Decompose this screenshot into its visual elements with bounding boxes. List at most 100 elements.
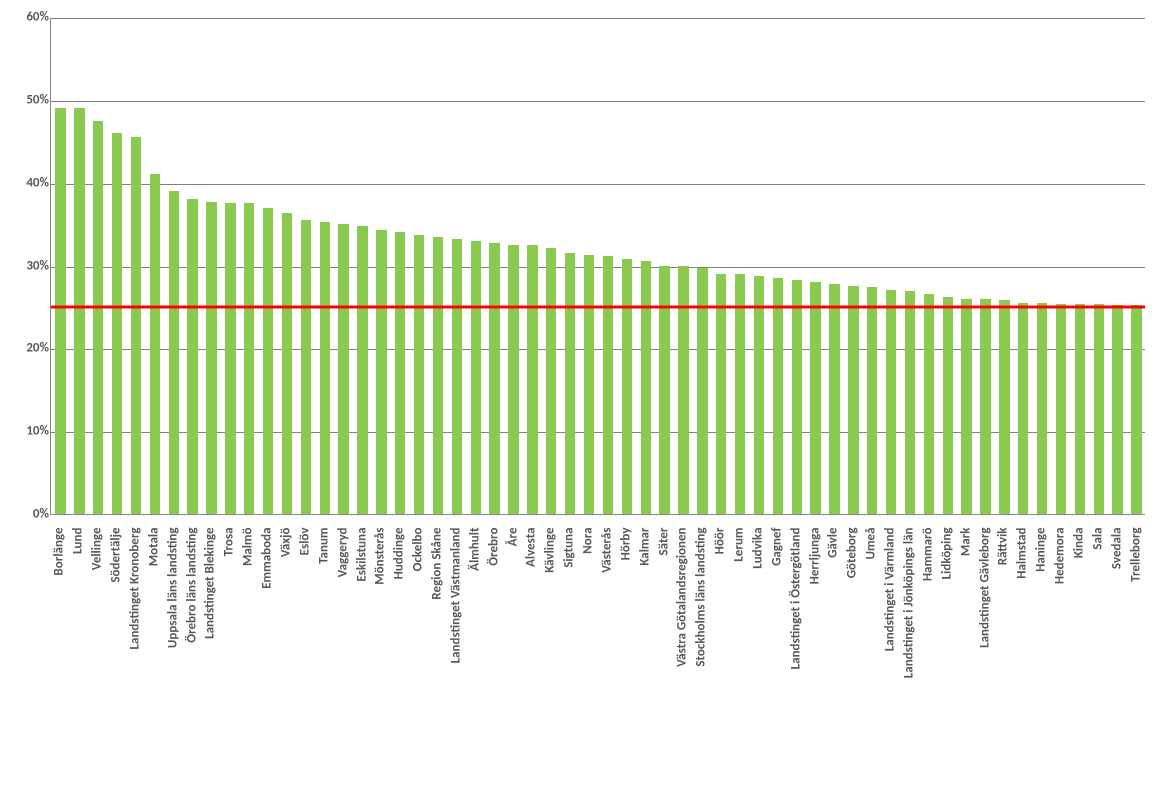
- x-tick-label: Eskilstuna: [355, 528, 368, 785]
- x-tick-label: Västerås: [600, 528, 613, 785]
- x-tick-label: Motala: [147, 528, 160, 785]
- x-tick-label: Landstinget Blekinge: [204, 528, 217, 785]
- bar: [452, 239, 462, 514]
- bar: [395, 232, 405, 514]
- bar: [943, 297, 953, 514]
- bar: [735, 274, 745, 514]
- x-tick-label: Borlänge: [53, 528, 66, 785]
- x-tick-label: Landstinget i Östergötland: [789, 528, 802, 785]
- x-tick-label: Landstinget i Värmland: [884, 528, 897, 785]
- x-tick-label: Kävlinge: [544, 528, 557, 785]
- y-tick-label: 10%: [9, 425, 49, 438]
- bar: [131, 137, 141, 514]
- bar: [584, 255, 594, 514]
- bar: [810, 282, 820, 514]
- bar: [1018, 303, 1028, 514]
- gridline: [51, 184, 1145, 185]
- bar: [565, 253, 575, 514]
- bar: [74, 108, 84, 514]
- bar: [376, 230, 386, 514]
- bar: [206, 202, 216, 514]
- bar: [829, 284, 839, 514]
- y-tick-label: 50%: [9, 93, 49, 106]
- x-tick-label: Landstinget i Jönköpings län: [903, 528, 916, 785]
- x-tick-label: Trelleborg: [1129, 528, 1142, 785]
- bar: [282, 213, 292, 514]
- x-tick-label: Göteborg: [846, 528, 859, 785]
- bar: [263, 208, 273, 514]
- x-tick-label: Eslöv: [298, 528, 311, 785]
- bar: [301, 220, 311, 514]
- x-tick-label: Västra Götalandsregionen: [676, 528, 689, 785]
- x-tick-label: Umeå: [865, 528, 878, 785]
- x-tick-label: Huddinge: [393, 528, 406, 785]
- bar: [792, 280, 802, 514]
- x-tick-label: Hörby: [619, 528, 632, 785]
- bar: [1094, 304, 1104, 514]
- x-tick-label: Landstinget Gävleborg: [978, 528, 991, 785]
- x-tick-label: Alvesta: [525, 528, 538, 785]
- x-tick-label: Sigtuna: [563, 528, 576, 785]
- x-tick-label: Stockholms läns landsting: [695, 528, 708, 785]
- gridline: [51, 18, 1145, 19]
- x-tick-label: Höör: [714, 528, 727, 785]
- y-tick-label: 0%: [9, 508, 49, 521]
- bar: [924, 294, 934, 514]
- x-tick-label: Mönsterås: [374, 528, 387, 785]
- x-tick-label: Halmstad: [1016, 528, 1029, 785]
- bar: [489, 243, 499, 514]
- bar: [527, 245, 537, 514]
- bar: [678, 266, 688, 514]
- x-tick-label: Gagnef: [770, 528, 783, 785]
- x-tick-label: Hammarö: [921, 528, 934, 785]
- x-tick-label: Landstinget Västmanland: [449, 528, 462, 785]
- bar: [1037, 303, 1047, 514]
- x-tick-label: Lerum: [733, 528, 746, 785]
- bar: [716, 274, 726, 514]
- x-tick-label: Hedemora: [1054, 528, 1067, 785]
- bar: [603, 256, 613, 514]
- x-tick-label: Region Skåne: [431, 528, 444, 785]
- x-tick-label: Landstinget Kronoberg: [128, 528, 141, 785]
- x-tick-label: Lidköping: [940, 528, 953, 785]
- x-tick-label: Mark: [959, 528, 972, 785]
- x-tick-label: Älmhult: [468, 528, 481, 785]
- x-tick-label: Södertälje: [110, 528, 123, 785]
- x-tick-label: Svedala: [1110, 528, 1123, 785]
- y-tick-label: 30%: [9, 259, 49, 272]
- bar: [848, 286, 858, 514]
- x-tick-label: Trosa: [223, 528, 236, 785]
- bar: [244, 203, 254, 514]
- bar: [773, 278, 783, 514]
- y-tick-label: 20%: [9, 342, 49, 355]
- x-tick-label: Växjö: [280, 528, 293, 785]
- bar: [867, 287, 877, 514]
- gridline: [51, 101, 1145, 102]
- bar: [169, 191, 179, 514]
- bar: [508, 245, 518, 514]
- bar: [55, 108, 65, 514]
- bar: [905, 291, 915, 514]
- x-tick-label: Tanum: [317, 528, 330, 785]
- x-tick-label: Åre: [506, 528, 519, 785]
- bar: [112, 133, 122, 514]
- y-tick-label: 40%: [9, 176, 49, 189]
- bar: [225, 203, 235, 514]
- bar: [1075, 304, 1085, 514]
- bar: [999, 300, 1009, 514]
- x-tick-label: Emmaboda: [261, 528, 274, 785]
- bar: [980, 299, 990, 514]
- reference-line: [51, 305, 1145, 308]
- bar: [150, 174, 160, 514]
- bar: [414, 235, 424, 514]
- bar: [546, 248, 556, 514]
- bar: [641, 261, 651, 514]
- x-tick-label: Ludvika: [751, 528, 764, 785]
- bar: [357, 226, 367, 514]
- x-tick-label: Kalmar: [638, 528, 651, 785]
- x-tick-label: Haninge: [1035, 528, 1048, 785]
- bar: [471, 241, 481, 514]
- bar: [1112, 305, 1122, 514]
- y-tick-label: 60%: [9, 11, 49, 24]
- bar: [93, 121, 103, 514]
